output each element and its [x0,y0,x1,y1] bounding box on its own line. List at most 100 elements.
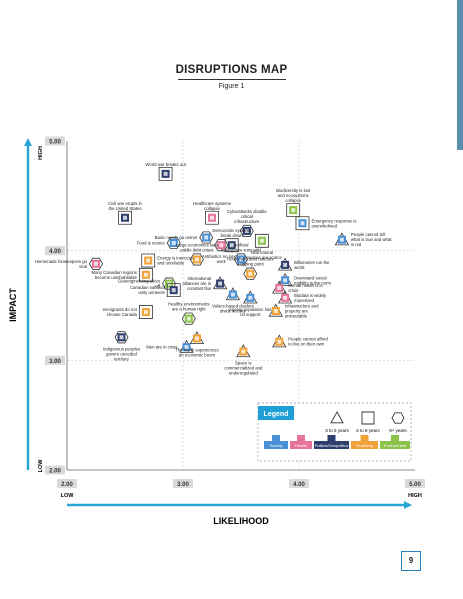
legend-category-chip [314,441,349,449]
point-label-line: overwhelmed [311,223,337,228]
point-label-line: Democratic systems [212,228,251,233]
point-label-line: monetized [294,298,314,303]
point-icon-glyph [300,221,305,226]
point-icon-glyph [94,261,98,266]
legend-category-icon [272,435,280,441]
legend-square-icon [361,411,375,425]
point-label-line: People cannot afford [288,337,328,342]
legend-shape-label: 9+ years [389,428,407,433]
point-label-line: collapse [285,198,301,203]
point-label-line: Homemade bioweapons go [35,259,88,264]
point-square-outline [138,267,153,282]
point-icon-glyph [273,308,278,313]
point-label: People cannot tell what is true and what i… [351,232,392,247]
point-label-line: work [217,259,227,264]
legend-hexagon-icon [391,412,405,424]
point-square-outline [118,210,132,225]
point-hexagon-outline [234,253,248,266]
legend-category-chip [290,441,312,449]
point-icon-glyph [339,237,344,242]
x-tick-box [57,479,77,488]
data-point: Canadian national unity unravels [130,283,181,298]
point-label-line: Vital natural [251,250,274,255]
page-title: DISRUPTIONS MAP [175,64,288,76]
point-label-line: to live on their own [288,342,324,347]
data-point: Healthy environments are a human right [168,302,210,325]
point-hexagon-outline [181,312,196,325]
point-label: People cannot afford to live on their own [288,337,328,347]
point-label: World war breaks out [145,162,186,167]
data-point: Energy is inaccessible and unreliable [141,253,200,268]
y-tick-label: 4.00 [49,249,61,255]
point-square-outline [158,167,173,181]
title-underline [178,79,286,80]
legend-category-icon [360,435,369,441]
data-point: People cannot tell what is true and what i… [334,232,392,247]
data-point: World war breaks out [145,162,187,181]
point-icon-glyph [283,262,288,267]
point-label-line: Emergency response is [311,218,356,223]
point-label-line: Values-based clashes [212,304,254,309]
point-label-line: alliances are in [182,281,211,286]
point-square-outline [166,283,181,298]
point-icon-glyph [277,339,282,344]
point-label: Large economies face public debt crises [176,242,219,252]
point-label: Homemade bioweapons go viral [35,259,88,269]
point-hexagon-outline [166,236,181,250]
point-label-line: territory [114,356,129,361]
legend-category-chip [380,441,410,449]
data-point: Household debt reaches a tipping point [227,257,274,280]
data-point: Billionaires run the world [277,257,330,271]
legend-category-label: Politics/Geopolitics [315,443,349,448]
legend-shape-label: 3 to 5 years [325,428,349,433]
y-tick-label: 3.00 [49,359,61,365]
point-label: Vital natural resources are scarce [242,250,283,260]
point-label: Emergency response is overwhelmed [311,218,356,228]
point-icon-glyph [119,335,124,340]
figure-caption: Figure 1 [218,83,245,90]
data-point: Men are in crisis [146,339,194,353]
legend-category-chip [351,441,378,449]
legend-title: Legend [264,411,289,418]
data-point: Healthcare systems collapse [193,201,231,225]
point-hexagon-outline [114,331,129,344]
y-tick-label: 2.00 [49,469,61,475]
point-label-line: Many Canadian regions [91,270,136,275]
point-label-line: Biodata is widely [294,293,327,298]
point-label-line: break down [221,233,244,238]
point-icon-glyph [230,292,235,297]
legend-title-bg [258,406,294,420]
data-point: Space is commercialized and underregulated [224,344,263,376]
point-icon-glyph [219,243,224,248]
point-icon-glyph [244,228,249,233]
page-number: 9 [401,551,421,571]
legend-category-icon [391,435,399,441]
data-point: The North experiences an economic boom [175,331,219,357]
point-label: Downward social mobility is the norm [294,275,331,285]
data-point: Homemade bioweapons go viral [35,257,103,270]
point-label: Values-based clashes divide society [212,304,254,314]
legend-category-icon [297,435,305,441]
y-tick-box [45,355,65,365]
point-label: Biodiversity is lost and ecosystems collap… [276,188,311,203]
x-tick-label: 3.00 [177,482,189,488]
point-label-line: and ecosystems [278,193,309,198]
data-point: Biodata is widely monetized [277,290,327,304]
point-label: Billionaires run the world [294,260,330,270]
point-label-line: Artificial [233,242,248,247]
x-tick-box [289,479,309,488]
data-point: International alliances are in constant fl… [182,276,228,291]
point-label-line: Downward social [294,275,327,280]
point-label-line: choose Canada [107,312,138,317]
x-tick-box [405,479,425,488]
point-label-line: Space is [235,361,251,366]
point-label-line: Immigrants do not [102,307,137,312]
point-label-line: uninsurable [285,313,308,318]
point-label: Healthcare systems collapse [193,201,231,211]
grid-layer [66,141,415,471]
point-label: Mental health is in crisis [288,283,323,293]
point-label: Biodata is widely monetized [294,293,327,303]
data-point: Antibiotics no longer work [202,239,241,264]
point-label-line: property are [285,308,309,313]
